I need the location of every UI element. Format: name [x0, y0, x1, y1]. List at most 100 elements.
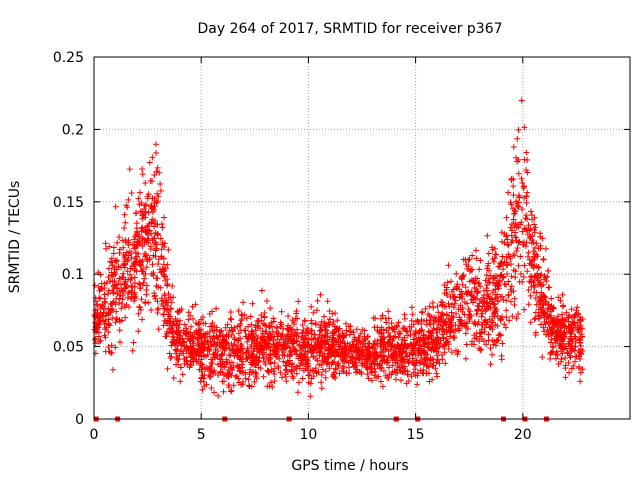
data-point	[503, 254, 510, 261]
data-point	[501, 258, 508, 265]
data-point	[187, 312, 194, 319]
data-point	[444, 279, 451, 286]
data-point	[154, 221, 161, 228]
data-point	[515, 224, 522, 231]
data-point	[508, 273, 515, 280]
data-point	[117, 339, 124, 346]
data-point	[535, 312, 542, 319]
data-point	[361, 333, 368, 340]
data-point	[212, 352, 219, 359]
data-point	[318, 344, 325, 351]
data-point	[112, 203, 119, 210]
data-point	[433, 344, 440, 351]
data-point	[271, 371, 278, 378]
data-point	[121, 303, 128, 310]
data-point	[179, 335, 186, 342]
data-point	[461, 319, 468, 326]
data-point	[180, 339, 187, 346]
data-point	[109, 287, 116, 294]
data-point	[477, 330, 484, 337]
data-point	[198, 316, 205, 323]
data-point	[183, 325, 190, 332]
data-point	[445, 315, 452, 322]
data-point	[562, 374, 569, 381]
data-point	[465, 288, 472, 295]
data-point	[155, 284, 162, 291]
data-point	[179, 371, 186, 378]
data-point	[566, 328, 573, 335]
data-point	[441, 303, 448, 310]
data-point	[273, 343, 280, 350]
data-point	[459, 295, 466, 302]
data-point	[227, 308, 234, 315]
data-point	[321, 333, 328, 340]
data-point	[271, 318, 278, 325]
data-point	[273, 344, 280, 351]
data-point	[510, 192, 517, 199]
data-point	[378, 353, 385, 360]
data-point	[557, 297, 564, 304]
data-point	[474, 275, 481, 282]
data-point	[330, 321, 337, 328]
data-point	[114, 284, 121, 291]
data-point	[530, 248, 537, 255]
data-point	[263, 345, 270, 352]
data-point	[455, 306, 462, 313]
data-point	[469, 338, 476, 345]
data-point	[365, 347, 372, 354]
data-point	[121, 261, 128, 268]
data-point	[349, 341, 356, 348]
data-point	[125, 196, 132, 203]
data-point	[263, 353, 270, 360]
data-point	[425, 311, 432, 318]
data-point	[477, 283, 484, 290]
data-point	[413, 335, 420, 342]
data-point	[332, 353, 339, 360]
data-point	[207, 338, 214, 345]
data-point	[508, 221, 515, 228]
data-point	[165, 290, 172, 297]
data-point	[490, 287, 497, 294]
data-point	[340, 368, 347, 375]
data-point	[117, 292, 124, 299]
data-point	[302, 358, 309, 365]
data-point	[113, 258, 120, 265]
data-point	[541, 328, 548, 335]
data-point	[242, 327, 249, 334]
data-point	[448, 278, 455, 285]
data-point	[524, 169, 531, 176]
data-point	[332, 348, 339, 355]
data-point	[365, 375, 372, 382]
data-point	[525, 222, 532, 229]
data-point	[264, 383, 271, 390]
data-point	[231, 324, 238, 331]
data-point	[243, 315, 250, 322]
data-point	[426, 303, 433, 310]
data-point	[348, 354, 355, 361]
data-point	[151, 241, 158, 248]
data-point	[386, 324, 393, 331]
data-point	[492, 245, 499, 252]
data-point	[91, 326, 98, 333]
data-point	[421, 318, 428, 325]
data-point	[400, 345, 407, 352]
data-point	[399, 369, 406, 376]
data-point	[143, 286, 150, 293]
data-point	[105, 329, 112, 336]
data-point	[313, 345, 320, 352]
data-point	[466, 256, 473, 263]
data-point	[494, 291, 501, 298]
data-point	[450, 293, 457, 300]
data-point	[133, 225, 140, 232]
data-point	[322, 374, 329, 381]
data-point	[493, 294, 500, 301]
data-point	[271, 365, 278, 372]
data-point	[292, 328, 299, 335]
data-point	[484, 232, 491, 239]
data-point	[300, 327, 307, 334]
data-point	[248, 341, 255, 348]
data-point	[282, 344, 289, 351]
data-point	[244, 345, 251, 352]
data-point	[488, 296, 495, 303]
data-point	[277, 341, 284, 348]
